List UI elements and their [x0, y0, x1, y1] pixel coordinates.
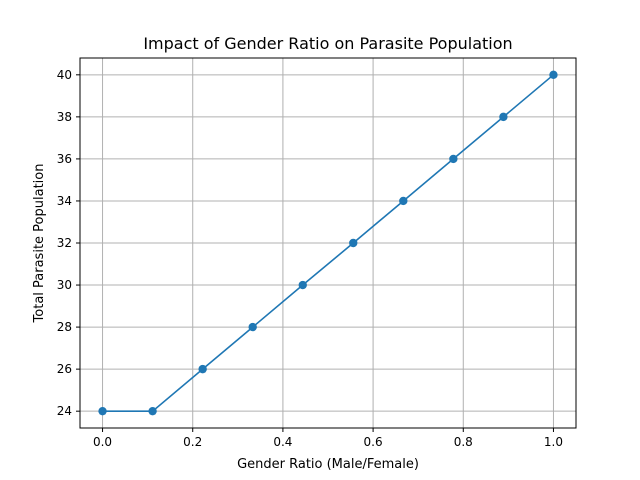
x-axis-label: Gender Ratio (Male/Female) [237, 457, 419, 472]
y-tick-label: 30 [57, 278, 72, 292]
data-point [449, 154, 458, 164]
y-tick-label: 34 [57, 194, 72, 208]
x-tick-label: 0.4 [273, 435, 292, 449]
y-axis-label: Total Parasite Population [32, 164, 47, 324]
data-point [298, 280, 307, 290]
series-layer [102, 74, 554, 412]
x-tick-label: 1.0 [544, 435, 563, 449]
y-tick-label: 40 [57, 68, 72, 82]
y-tick-label: 32 [57, 236, 72, 250]
series-line [102, 74, 554, 412]
x-tick-label: 0.8 [454, 435, 473, 449]
x-tick-label: 0.6 [364, 435, 383, 449]
x-tick-label: 0.2 [183, 435, 202, 449]
markers-layer [98, 70, 558, 416]
y-tick-label: 24 [57, 404, 72, 418]
y-tick-label: 28 [57, 320, 72, 334]
data-point [549, 70, 558, 80]
y-axis: 24 26 28 30 32 34 36 38 40 [57, 68, 80, 418]
x-axis: 0.0 0.2 0.4 0.6 0.8 1.0 [93, 428, 563, 449]
x-tick-label: 0.0 [93, 435, 112, 449]
y-tick-label: 38 [57, 110, 72, 124]
y-tick-label: 36 [57, 152, 72, 166]
y-tick-label: 26 [57, 362, 72, 376]
chart-title: Impact of Gender Ratio on Parasite Popul… [143, 34, 512, 53]
data-point [399, 196, 408, 206]
data-point [349, 238, 358, 248]
data-point [98, 406, 107, 416]
data-point [248, 322, 257, 332]
grid [80, 58, 576, 428]
data-point [499, 112, 508, 122]
data-point [198, 364, 207, 374]
data-point [148, 406, 157, 416]
